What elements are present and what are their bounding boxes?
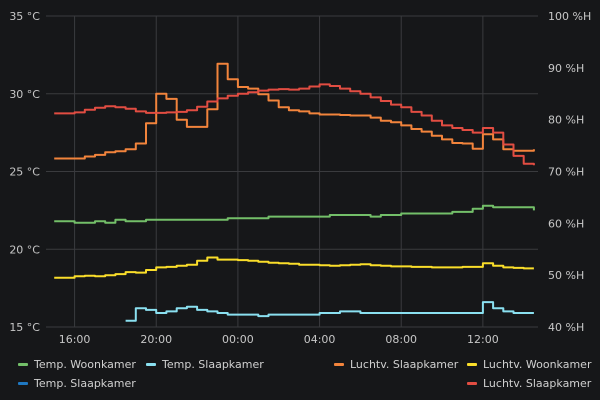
legend-swatch — [334, 363, 344, 366]
legend-item-temp-slaapkamer-dark[interactable]: Temp. Slaapkamer — [18, 377, 136, 390]
legend-item-luchtv-slaapkamer-red[interactable]: Luchtv. Slaapkamer — [467, 377, 591, 390]
legend-label: Temp. Woonkamer — [34, 358, 136, 371]
y-axis-right: 40 %H 50 %H 60 %H 70 %H 80 %H 90 %H 100 %H — [548, 10, 591, 334]
y-left-tick-label: 30 °C — [9, 88, 40, 101]
y-right-tick-label: 90 %H — [548, 62, 584, 75]
x-axis: 16:00 20:00 00:00 04:00 08:00 12:00 — [59, 333, 499, 346]
legend-item-luchtv-slaapkamer-orange[interactable]: Luchtv. Slaapkamer — [334, 358, 458, 371]
y-right-tick-label: 100 %H — [548, 10, 591, 23]
series-lines — [54, 62, 535, 322]
legend-swatch — [18, 382, 28, 385]
legend-swatch — [18, 363, 28, 366]
x-tick-label: 20:00 — [140, 333, 172, 346]
x-tick-label: 04:00 — [304, 333, 336, 346]
legend-item-temp-woonkamer[interactable]: Temp. Woonkamer — [18, 358, 136, 371]
series-line-2 — [125, 301, 534, 322]
legend-swatch — [467, 382, 477, 385]
series-line-3 — [54, 62, 535, 160]
legend-item-luchtv-woonkamer[interactable]: Luchtv. Woonkamer — [467, 358, 591, 371]
grid-lines — [46, 15, 538, 328]
y-right-tick-label: 80 %H — [548, 114, 584, 127]
series-line-5 — [54, 83, 535, 166]
y-right-tick-label: 60 %H — [548, 217, 584, 230]
y-left-tick-label: 25 °C — [9, 166, 40, 179]
legend-swatch — [467, 363, 477, 366]
x-tick-label: 08:00 — [385, 333, 417, 346]
y-right-tick-label: 50 %H — [548, 269, 584, 282]
x-tick-label: 12:00 — [467, 333, 499, 346]
y-right-tick-label: 40 %H — [548, 321, 584, 334]
y-left-tick-label: 35 °C — [9, 10, 40, 23]
x-tick-label: 16:00 — [59, 333, 91, 346]
legend-item-temp-slaapkamer-light[interactable]: Temp. Slaapkamer — [146, 358, 264, 371]
y-left-tick-label: 15 °C — [9, 321, 40, 334]
y-right-tick-label: 70 %H — [548, 166, 584, 179]
legend-label: Temp. Slaapkamer — [162, 358, 264, 371]
legend-label: Temp. Slaapkamer — [34, 377, 136, 390]
series-line-0 — [54, 204, 535, 224]
y-axis-left: 15 °C 20 °C 25 °C 30 °C 35 °C — [9, 10, 40, 334]
y-left-tick-label: 20 °C — [9, 243, 40, 256]
legend-label: Luchtv. Slaapkamer — [350, 358, 459, 371]
legend-label: Luchtv. Woonkamer — [483, 358, 592, 371]
legend-swatch — [146, 363, 156, 366]
x-tick-label: 00:00 — [222, 333, 254, 346]
series-line-4 — [54, 256, 534, 279]
legend-label: Luchtv. Slaapkamer — [483, 377, 592, 390]
